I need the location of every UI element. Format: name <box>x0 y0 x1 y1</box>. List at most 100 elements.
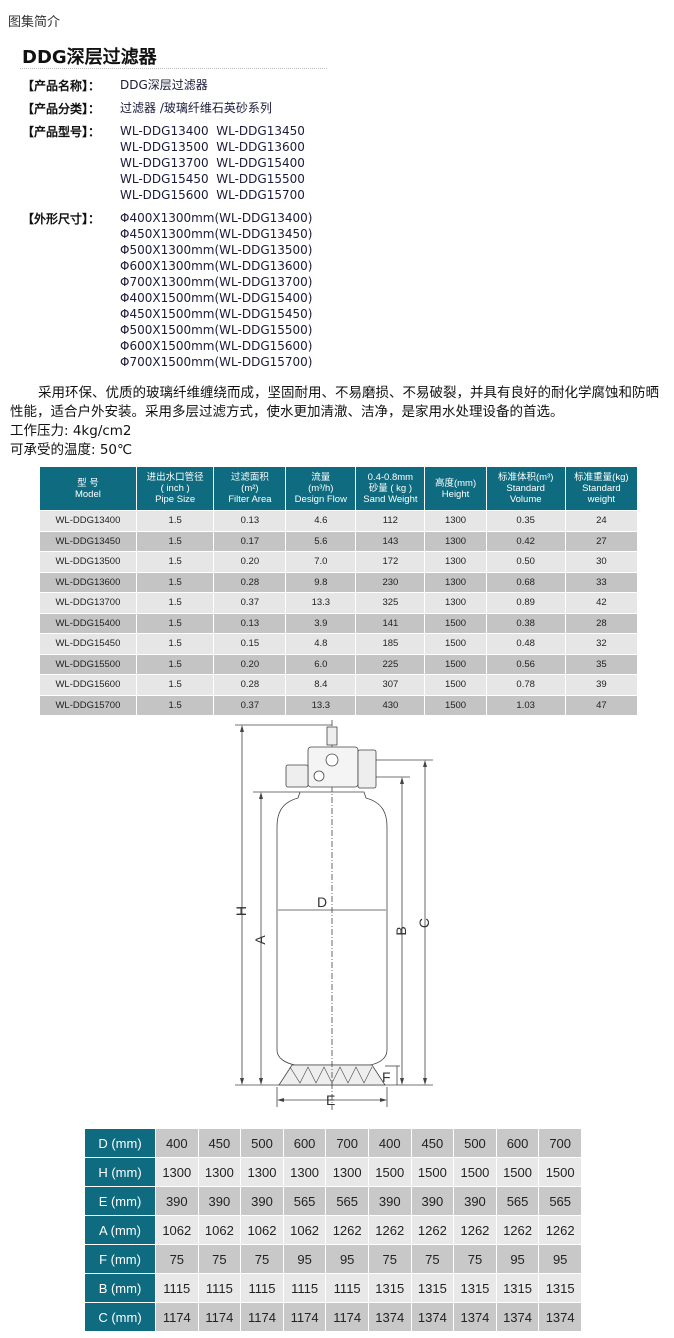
table-cell: 0.15 <box>213 633 287 654</box>
table-cell: 172 <box>355 551 426 572</box>
table-cell: 700 <box>538 1128 582 1158</box>
header-line: (m²) <box>241 483 259 494</box>
table-cell: 1.5 <box>136 510 215 531</box>
table-cell: 1174 <box>155 1302 199 1332</box>
table-cell: 1115 <box>197 1273 242 1303</box>
header-line: 0.4-0.8mm <box>367 472 414 483</box>
table-cell: 75 <box>453 1244 497 1274</box>
table-cell: 230 <box>355 571 426 593</box>
row-label: H (mm) <box>84 1157 156 1187</box>
table-cell: 1262 <box>325 1215 369 1245</box>
header-line: 流量 <box>311 472 331 483</box>
column-header: 高度(mm) Height <box>424 467 487 511</box>
label-f: F <box>382 1069 391 1085</box>
table-cell: 75 <box>155 1244 199 1274</box>
table-cell: 0.17 <box>213 530 287 552</box>
table-cell: 0.48 <box>486 633 566 654</box>
table-cell: 1500 <box>424 694 487 715</box>
table-cell: 75 <box>367 1244 412 1274</box>
table-cell: 0.20 <box>213 551 287 572</box>
header-line: 标准体积(m³) <box>497 472 554 483</box>
dimension-table: D (mm) 400 450 500 600 700 400 450 500 600 700 H (m… <box>84 1128 582 1332</box>
header-line: 过滤面积 <box>230 472 269 483</box>
valve-port-left <box>285 764 309 788</box>
table-cell: 600 <box>495 1128 540 1158</box>
column-header: 过滤面积 (m²) Filter Area <box>213 467 287 511</box>
dimension-line: Φ450X1500mm(WL-DDG15450) <box>120 307 313 321</box>
table-cell: 1315 <box>538 1273 582 1303</box>
table-cell: 143 <box>355 530 426 552</box>
table-cell: 24 <box>565 510 639 531</box>
header-line: Filter Area <box>228 494 272 505</box>
table-cell: WL-DDG15450 <box>40 633 137 654</box>
table-cell: 0.37 <box>213 592 287 613</box>
table-cell: 1300 <box>282 1157 327 1187</box>
table-cell: 0.38 <box>486 612 566 634</box>
row-label: A (mm) <box>84 1215 156 1245</box>
header-line: Volume <box>509 494 542 505</box>
description-block: 采用环保、优质的玻璃纤维缠绕而成，坚固耐用、不易磨损、不易破裂，并具有良好的耐化… <box>10 384 670 460</box>
table-cell: 75 <box>410 1244 455 1274</box>
label-b: B <box>393 926 409 935</box>
dimension-row: B (mm) 1115 1115 1115 1115 1115 1315 1315 1315 13… <box>84 1273 582 1303</box>
column-header: 标准重量(kg) Standard weight <box>565 467 639 511</box>
breadcrumb: 图集简介 <box>8 15 61 30</box>
table-cell: 1300 <box>240 1157 284 1187</box>
table-cell: 390 <box>155 1186 199 1216</box>
row-label: E (mm) <box>84 1186 156 1216</box>
table-cell: 1315 <box>367 1273 412 1303</box>
table-cell: 450 <box>197 1128 242 1158</box>
valve-port-right <box>357 749 377 789</box>
header-line: Pipe Size <box>155 494 196 505</box>
table-cell: 4.6 <box>285 510 357 531</box>
dimension-line: Φ700X1500mm(WL-DDG15700) <box>120 355 313 369</box>
product-models: WL-DDG13400 WL-DDG13450 WL-DDG13500 WL-DD… <box>120 123 305 203</box>
table-cell: 1.5 <box>136 674 215 695</box>
table-cell: 1374 <box>495 1302 540 1332</box>
table-cell: 1174 <box>282 1302 327 1332</box>
table-cell: 1.5 <box>136 530 215 552</box>
table-cell: 95 <box>538 1244 582 1274</box>
table-cell: 1300 <box>424 592 487 613</box>
row-label: F (mm) <box>84 1244 156 1274</box>
product-dims: Φ400X1300mm(WL-DDG13400) Φ450X1300mm(WL-D… <box>120 210 312 370</box>
table-cell: WL-DDG13700 <box>40 592 137 613</box>
table-row: WL-DDG13400 1.5 0.13 4.6 112 1300 0.35 24 <box>40 510 639 531</box>
table-cell: 0.35 <box>486 510 566 531</box>
table-cell: 400 <box>367 1128 412 1158</box>
header-line: Height <box>441 488 470 500</box>
table-cell: 13.3 <box>285 592 357 613</box>
table-cell: 390 <box>367 1186 412 1216</box>
table-cell: 0.37 <box>213 694 287 715</box>
table-cell: 1500 <box>453 1157 497 1187</box>
table-cell: 7.0 <box>285 551 357 572</box>
table-cell: WL-DDG13400 <box>40 510 137 531</box>
header-line: 标准重量(kg) <box>574 472 629 483</box>
filter-dimension-diagram: D F E H A B C <box>233 720 433 1110</box>
table-cell: 0.42 <box>486 530 566 552</box>
table-cell: 32 <box>565 633 639 654</box>
table-cell: 30 <box>565 551 639 572</box>
product-category: 过滤器 /玻璃纤维石英砂系列 <box>120 101 272 115</box>
table-cell: 1300 <box>155 1157 199 1187</box>
row-label: B (mm) <box>84 1273 156 1303</box>
dimension-row: C (mm) 1174 1174 1174 1174 1174 1374 1374 1374 13… <box>84 1302 582 1332</box>
row-label: D (mm) <box>84 1128 156 1158</box>
table-row: WL-DDG15450 1.5 0.15 4.8 185 1500 0.48 32 <box>40 633 639 654</box>
table-row: WL-DDG13500 1.5 0.20 7.0 172 1300 0.50 30 <box>40 551 639 572</box>
header-line: 高度(mm) <box>434 477 477 489</box>
column-header: 0.4-0.8mm 砂量 ( kg ) Sand Weight <box>355 467 426 511</box>
product-dims-label: 【外形尺寸】： <box>22 212 101 226</box>
table-cell: 1315 <box>410 1273 455 1303</box>
table-cell: 1500 <box>424 633 487 654</box>
model-line: WL-DDG13500 WL-DDG13600 <box>120 140 305 154</box>
product-category-label: 【产品分类】： <box>22 102 101 116</box>
dimension-line: Φ500X1300mm(WL-DDG13500) <box>120 243 313 257</box>
table-cell: 1374 <box>367 1302 412 1332</box>
product-name: DDG深层过滤器 <box>120 78 208 92</box>
header-line: Model <box>74 488 101 500</box>
dimension-line: Φ500X1500mm(WL-DDG15500) <box>120 323 313 337</box>
header-line: Standard <box>582 483 621 494</box>
dimension-row: H (mm) 1300 1300 1300 1300 1300 1500 1500 1500 15… <box>84 1157 582 1187</box>
